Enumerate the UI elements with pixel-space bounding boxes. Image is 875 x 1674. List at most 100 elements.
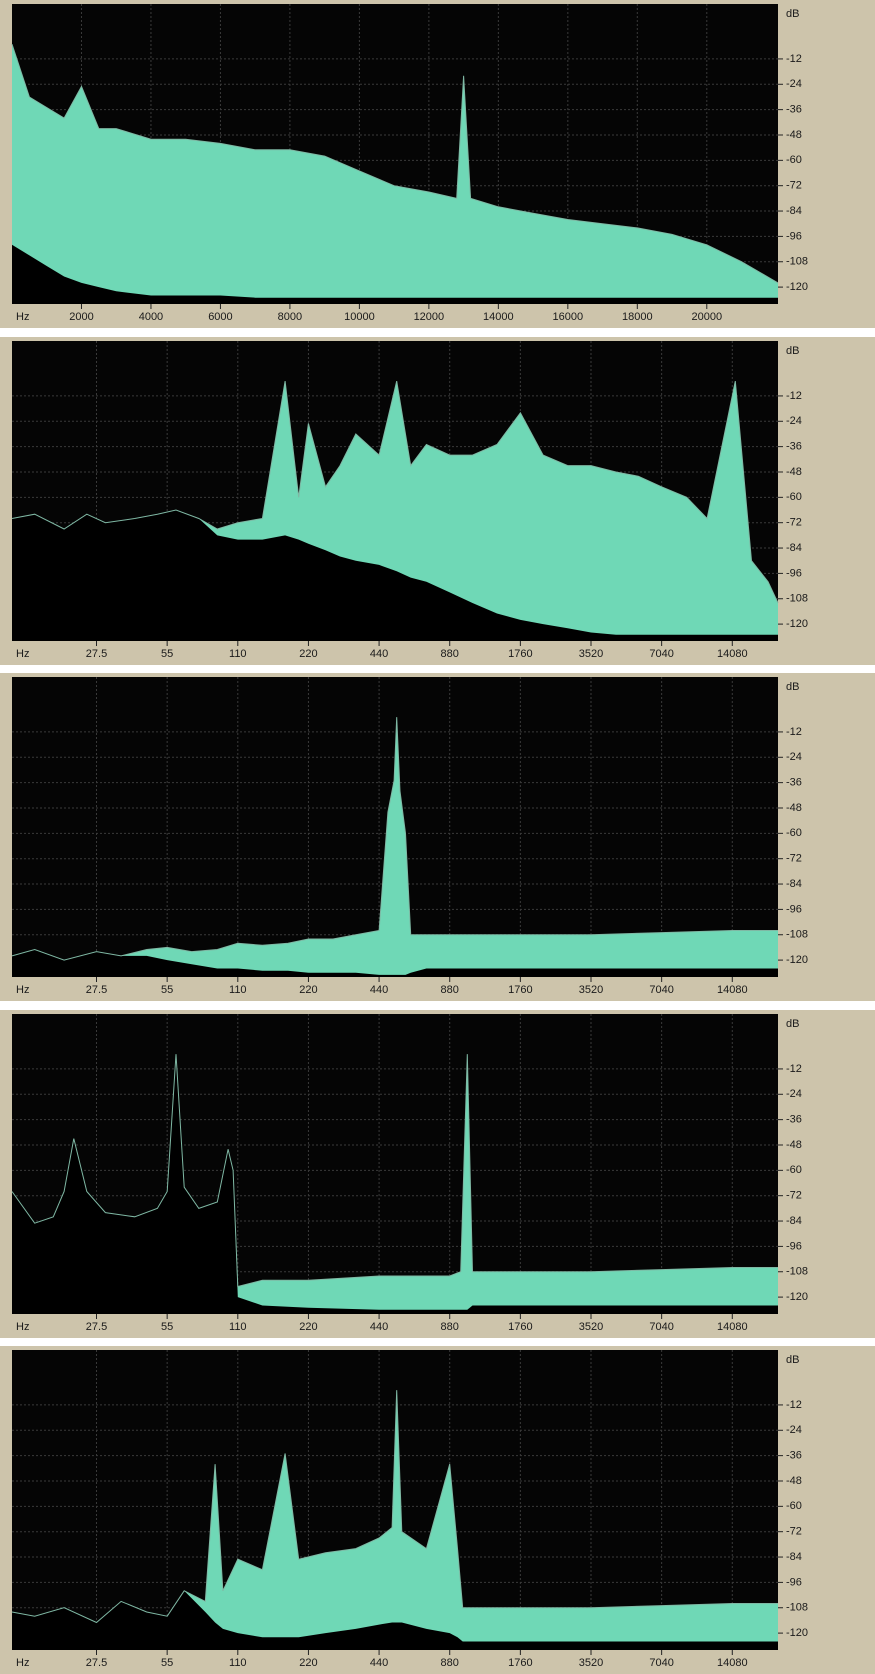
x-tick-label: 2000 bbox=[69, 311, 93, 323]
y-tick-label: -108 bbox=[786, 592, 808, 604]
spectrum-area bbox=[12, 1390, 778, 1650]
x-tick-label: 440 bbox=[370, 984, 388, 996]
x-axis-label: Hz bbox=[16, 647, 29, 659]
noise-floor-area bbox=[12, 509, 778, 641]
x-tick-label: 440 bbox=[370, 647, 388, 659]
x-tick-label: 16000 bbox=[553, 311, 584, 323]
y-tick-label: -84 bbox=[786, 1551, 802, 1563]
x-tick-label: 1760 bbox=[508, 1320, 532, 1332]
y-tick-label: -96 bbox=[786, 230, 802, 242]
x-tick-label: 880 bbox=[441, 984, 459, 996]
x-tick-label: 7040 bbox=[649, 984, 673, 996]
y-tick-label: -24 bbox=[786, 78, 802, 90]
x-tick-label: 220 bbox=[299, 647, 317, 659]
y-tick-label: -48 bbox=[786, 129, 802, 141]
x-tick-label: 12000 bbox=[414, 311, 445, 323]
x-tick-label: 55 bbox=[161, 1657, 173, 1669]
x-axis-label: Hz bbox=[16, 984, 29, 996]
y-tick-label: -96 bbox=[786, 1576, 802, 1588]
y-tick-label: -24 bbox=[786, 1088, 802, 1100]
y-tick-label: -36 bbox=[786, 104, 802, 116]
x-tick-label: 220 bbox=[299, 1320, 317, 1332]
noise-floor-area bbox=[12, 1053, 778, 1314]
x-tick-label: 1760 bbox=[508, 647, 532, 659]
y-tick-label: -12 bbox=[786, 1399, 802, 1411]
spectrum-panel: -12 -24 -36 -48 -60 -72 -84 -96 -108 -120 27.5 55 11… bbox=[0, 673, 875, 1001]
noise-floor-area bbox=[12, 949, 778, 977]
x-axis-label: Hz bbox=[16, 1320, 29, 1332]
x-tick-label: 20000 bbox=[691, 311, 722, 323]
y-tick-label: -12 bbox=[786, 389, 802, 401]
x-tick-label: 55 bbox=[161, 984, 173, 996]
x-tick-label: 8000 bbox=[278, 311, 302, 323]
x-tick-label: 10000 bbox=[344, 311, 375, 323]
y-tick-label: -108 bbox=[786, 1265, 808, 1277]
y-tick-label: -60 bbox=[786, 827, 802, 839]
x-tick-label: 220 bbox=[299, 984, 317, 996]
y-axis-label: dB bbox=[786, 344, 799, 356]
x-tick-label: 110 bbox=[229, 647, 247, 659]
y-tick-label: -72 bbox=[786, 853, 802, 865]
x-tick-label: 6000 bbox=[208, 311, 232, 323]
x-tick-label: 110 bbox=[229, 984, 247, 996]
y-tick-label: -84 bbox=[786, 205, 802, 217]
x-tick-label: 880 bbox=[441, 1657, 459, 1669]
spectrum-panel: -12 -24 -36 -48 -60 -72 -84 -96 -108 -120 27.5 55 11… bbox=[0, 1346, 875, 1674]
x-tick-label: 27.5 bbox=[86, 1320, 107, 1332]
spectrum-panel: -12 -24 -36 -48 -60 -72 -84 -96 -108 -120 27.5 55 11… bbox=[0, 1009, 875, 1338]
x-tick-label: 14080 bbox=[717, 984, 748, 996]
y-tick-label: -84 bbox=[786, 541, 802, 553]
y-tick-label: -36 bbox=[786, 777, 802, 789]
y-tick-label: -108 bbox=[786, 1602, 808, 1614]
x-tick-label: 3520 bbox=[579, 1320, 603, 1332]
x-tick-label: 440 bbox=[370, 1657, 388, 1669]
y-tick-label: -12 bbox=[786, 726, 802, 738]
spectrum-trace bbox=[11, 380, 779, 603]
y-tick-label: -120 bbox=[786, 954, 808, 966]
y-tick-label: -108 bbox=[786, 929, 808, 941]
x-tick-label: 110 bbox=[229, 1320, 247, 1332]
y-tick-label: -96 bbox=[786, 903, 802, 915]
y-tick-label: -72 bbox=[786, 1189, 802, 1201]
x-axis-label: Hz bbox=[16, 1657, 29, 1669]
x-tick-label: 14000 bbox=[483, 311, 514, 323]
noise-floor-area bbox=[12, 244, 778, 304]
y-axis-label: dB bbox=[786, 1354, 799, 1366]
y-tick-label: -24 bbox=[786, 1424, 802, 1436]
y-tick-label: -12 bbox=[786, 53, 802, 65]
y-tick-label: -48 bbox=[786, 1475, 802, 1487]
y-tick-label: -48 bbox=[786, 802, 802, 814]
x-tick-label: 27.5 bbox=[86, 1657, 107, 1669]
y-axis-label: dB bbox=[786, 1017, 799, 1029]
x-tick-label: 3520 bbox=[579, 984, 603, 996]
y-tick-label: -24 bbox=[786, 415, 802, 427]
y-tick-label: -36 bbox=[786, 1450, 802, 1462]
x-tick-label: 7040 bbox=[649, 1320, 673, 1332]
x-tick-label: 14080 bbox=[717, 647, 748, 659]
y-tick-label: -120 bbox=[786, 1627, 808, 1639]
y-tick-label: -72 bbox=[786, 516, 802, 528]
y-tick-label: -120 bbox=[786, 1291, 808, 1303]
y-tick-label: -60 bbox=[786, 1164, 802, 1176]
spectrum-trace bbox=[11, 1390, 778, 1624]
spectrum-area bbox=[12, 717, 778, 977]
y-axis-label: dB bbox=[786, 8, 799, 20]
y-tick-label: -12 bbox=[786, 1062, 802, 1074]
y-axis-label: dB bbox=[786, 681, 799, 693]
x-tick-label: 880 bbox=[441, 1320, 459, 1332]
y-tick-label: -72 bbox=[786, 180, 802, 192]
y-tick-label: -36 bbox=[786, 1113, 802, 1125]
x-axis-label: Hz bbox=[16, 311, 29, 323]
x-tick-label: 27.5 bbox=[86, 647, 107, 659]
spectrum-panel: -12 -24 -36 -48 -60 -72 -84 -96 -108 -120 2000 4000… bbox=[0, 0, 875, 328]
y-tick-label: -60 bbox=[786, 491, 802, 503]
x-tick-label: 440 bbox=[370, 1320, 388, 1332]
x-tick-label: 220 bbox=[299, 1657, 317, 1669]
y-tick-label: -84 bbox=[786, 1214, 802, 1226]
y-tick-label: -108 bbox=[786, 256, 808, 268]
x-tick-label: 55 bbox=[161, 647, 173, 659]
y-tick-label: -72 bbox=[786, 1526, 802, 1538]
x-tick-label: 110 bbox=[229, 1657, 247, 1669]
x-tick-label: 4000 bbox=[139, 311, 163, 323]
spectrum-trace bbox=[11, 717, 778, 961]
